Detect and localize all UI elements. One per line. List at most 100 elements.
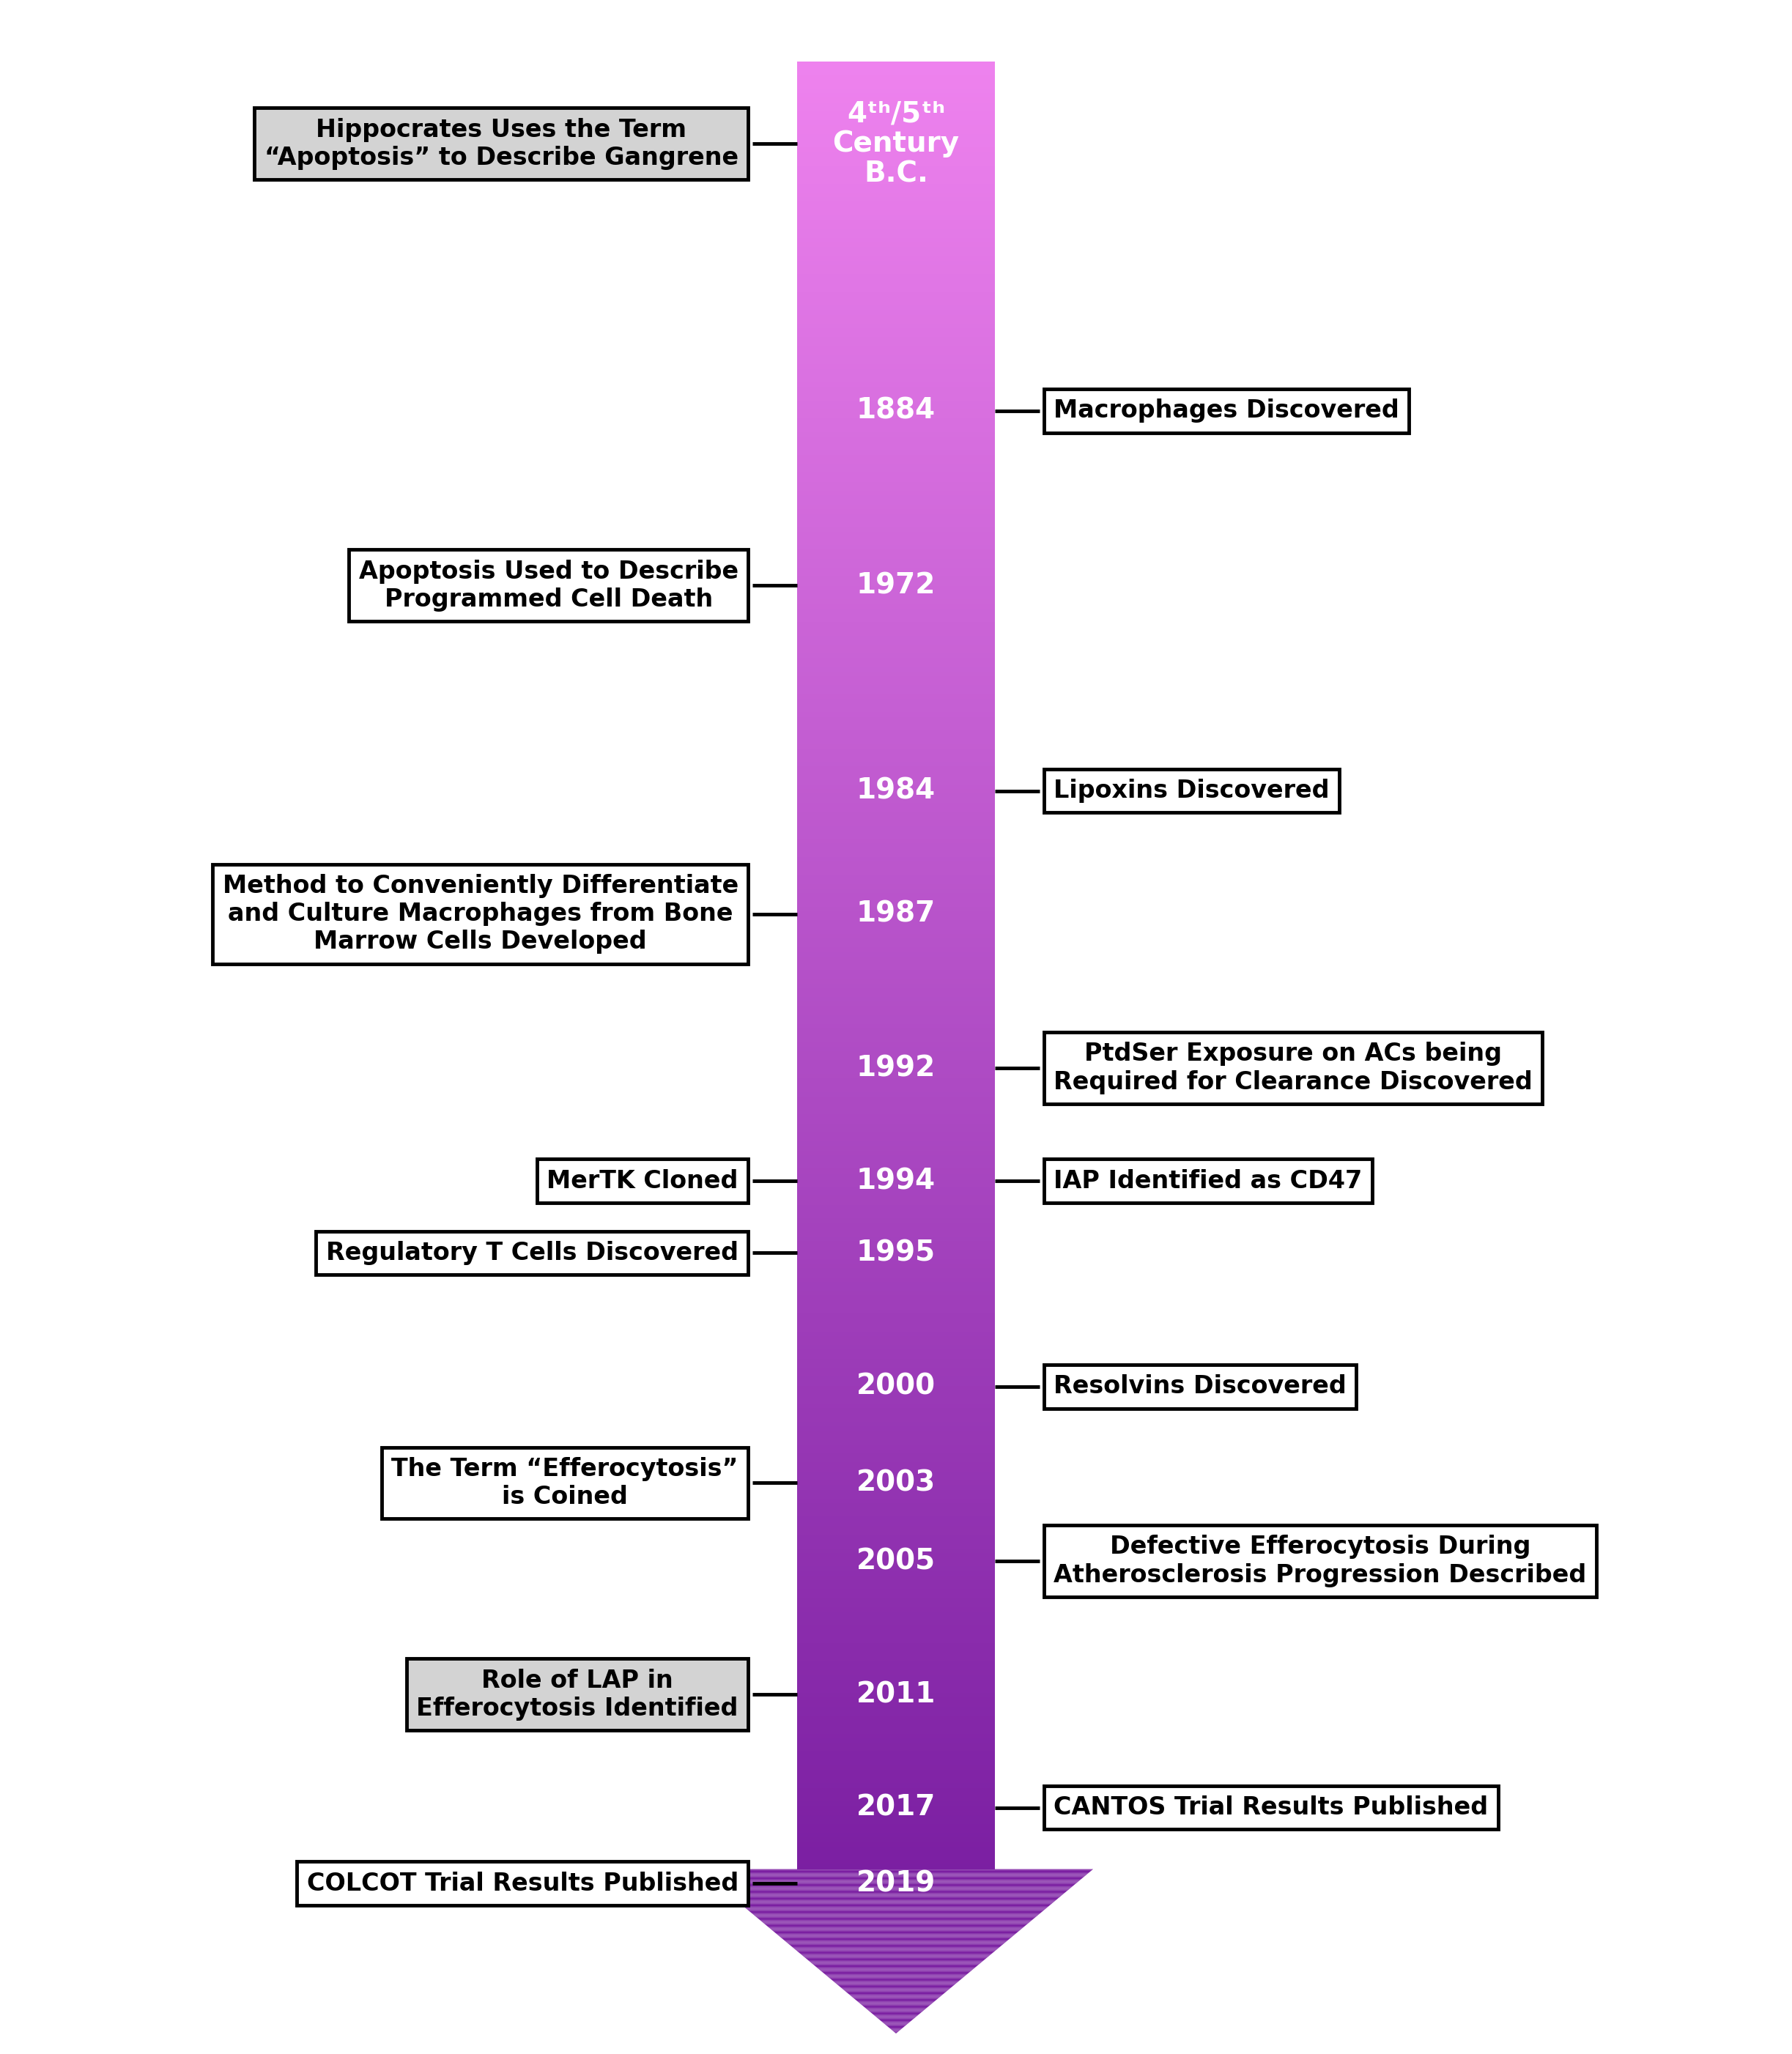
Polygon shape [797,992,995,996]
Polygon shape [797,189,995,193]
Polygon shape [797,1567,995,1571]
Polygon shape [797,325,995,329]
Polygon shape [797,1128,995,1132]
Polygon shape [797,1124,995,1128]
Polygon shape [797,129,995,134]
Polygon shape [797,460,995,464]
Polygon shape [797,1734,995,1738]
Polygon shape [797,596,995,600]
Text: 1987: 1987 [857,900,935,928]
Text: Apoptosis Used to Describe
Programmed Cell Death: Apoptosis Used to Describe Programmed Ce… [358,559,738,612]
Polygon shape [797,731,995,735]
Polygon shape [797,826,995,830]
Polygon shape [797,1477,995,1481]
Polygon shape [797,573,995,577]
Polygon shape [797,1711,995,1715]
Polygon shape [797,483,995,487]
Polygon shape [797,1760,995,1764]
Polygon shape [797,1842,995,1847]
Polygon shape [797,1522,995,1526]
Polygon shape [797,166,995,170]
Polygon shape [797,1421,995,1425]
Polygon shape [797,1801,995,1805]
Polygon shape [797,251,995,257]
Polygon shape [797,212,995,216]
Polygon shape [797,528,995,532]
Polygon shape [797,265,995,269]
Polygon shape [797,739,995,744]
Polygon shape [797,834,995,838]
Polygon shape [797,785,995,789]
Polygon shape [797,631,995,635]
Polygon shape [797,657,995,663]
Polygon shape [797,170,995,175]
Polygon shape [797,1865,995,1869]
Polygon shape [797,1670,995,1674]
Text: 1972: 1972 [857,571,935,600]
Polygon shape [797,1625,995,1629]
Polygon shape [797,939,995,943]
Polygon shape [797,1838,995,1842]
Polygon shape [797,803,995,807]
Polygon shape [797,1662,995,1666]
Polygon shape [797,1485,995,1489]
Polygon shape [797,906,995,912]
Text: 2005: 2005 [857,1547,935,1575]
Polygon shape [797,509,995,514]
Polygon shape [797,1805,995,1810]
Polygon shape [797,1025,995,1029]
Polygon shape [797,1444,995,1448]
Polygon shape [797,748,995,754]
Polygon shape [797,442,995,446]
Polygon shape [797,544,995,550]
Polygon shape [797,702,995,709]
Polygon shape [797,758,995,762]
Text: COLCOT Trial Results Published: COLCOT Trial Results Published [306,1871,738,1896]
Polygon shape [797,663,995,668]
Polygon shape [797,1395,995,1399]
Polygon shape [797,205,995,212]
Polygon shape [797,415,995,419]
Polygon shape [797,1756,995,1760]
Polygon shape [797,1584,995,1590]
Polygon shape [797,676,995,680]
Polygon shape [797,1771,995,1775]
Polygon shape [797,382,995,386]
Polygon shape [797,776,995,781]
Polygon shape [797,1561,995,1567]
Polygon shape [797,1267,995,1273]
Polygon shape [797,754,995,758]
Polygon shape [797,744,995,748]
Polygon shape [797,283,995,288]
Polygon shape [797,1191,995,1195]
Polygon shape [797,1715,995,1719]
Polygon shape [797,1241,995,1245]
Polygon shape [797,1060,995,1064]
Polygon shape [797,1703,995,1707]
Polygon shape [797,144,995,148]
Polygon shape [797,160,995,166]
Polygon shape [797,401,995,405]
Polygon shape [797,1078,995,1082]
Text: Macrophages Discovered: Macrophages Discovered [1054,398,1400,423]
Polygon shape [797,396,995,401]
Polygon shape [797,1255,995,1259]
Polygon shape [797,1512,995,1516]
Polygon shape [797,861,995,867]
Polygon shape [797,1358,995,1364]
Polygon shape [797,1725,995,1729]
Polygon shape [797,314,995,318]
Polygon shape [797,70,995,76]
Polygon shape [797,1471,995,1477]
Polygon shape [797,62,995,66]
Polygon shape [797,698,995,702]
Polygon shape [797,1263,995,1267]
Polygon shape [797,1105,995,1109]
Polygon shape [797,423,995,427]
Polygon shape [797,871,995,875]
Polygon shape [797,1752,995,1756]
Polygon shape [797,1041,995,1048]
Polygon shape [797,1372,995,1376]
Polygon shape [797,1738,995,1742]
Polygon shape [797,1680,995,1684]
